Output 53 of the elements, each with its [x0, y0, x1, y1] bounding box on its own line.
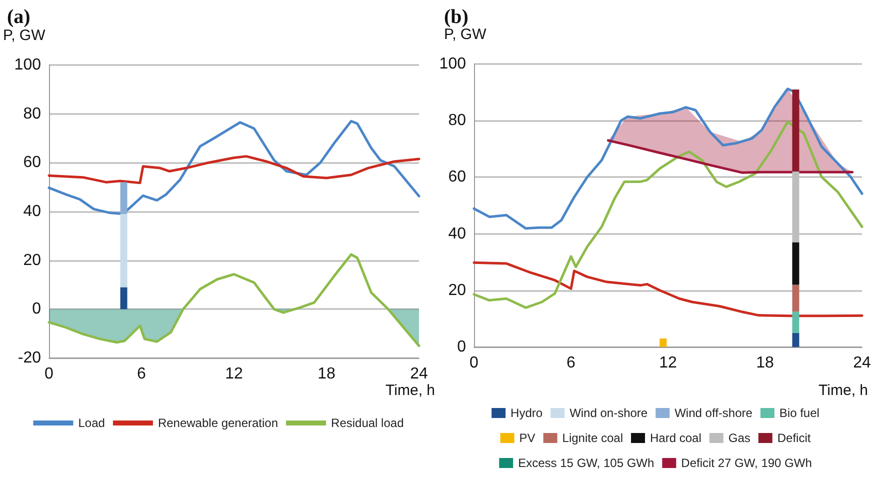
- y-tick-label: 60: [23, 154, 42, 172]
- legend-label: Hydro: [510, 406, 543, 420]
- chart-title: (b): [444, 6, 468, 28]
- legend-label: Renewable generation: [158, 416, 278, 430]
- x-tick-label: 12: [225, 366, 243, 382]
- line-series: [472, 88, 864, 230]
- line-series: [48, 253, 420, 348]
- x-tick-label: 6: [566, 354, 576, 372]
- x-tick-label: 18: [318, 366, 336, 382]
- line-series: [48, 120, 420, 216]
- x-tick-label: 24: [410, 366, 428, 382]
- bar: [120, 182, 128, 214]
- bar: [120, 214, 128, 288]
- x-tick-label: 12: [659, 354, 677, 372]
- y-tick-label: 20: [448, 282, 466, 299]
- legend-label: Excess 15 GW, 105 GWh: [518, 456, 654, 470]
- legend-label: Hard coal: [650, 431, 702, 445]
- chart-title: (a): [7, 6, 30, 28]
- line-series: [472, 120, 864, 309]
- y-tick-label: 40: [23, 203, 42, 220]
- legend-label: PV: [519, 431, 536, 445]
- legend-label: Lignite coal: [562, 431, 624, 445]
- bar: [120, 287, 128, 310]
- x-tick-label: 0: [44, 366, 54, 382]
- x-tick-label: 18: [756, 354, 774, 372]
- y-tick-label: 80: [23, 105, 42, 122]
- legend-label: Deficit 27 GW, 190 GWh: [681, 456, 812, 470]
- legend-label: Residual load: [331, 416, 404, 430]
- line-series: [606, 139, 854, 174]
- x-axis-title: Time, h: [818, 382, 868, 399]
- legend-label: Bio fuel: [779, 406, 820, 420]
- y-tick-label: 40: [448, 225, 466, 242]
- y-tick-label: -20: [18, 350, 42, 366]
- y-axis-title: P, GW: [444, 26, 488, 43]
- x-tick-label: 24: [853, 354, 871, 372]
- y-tick-label: 0: [32, 300, 42, 318]
- x-tick-label: 6: [137, 366, 146, 382]
- y-tick-label: 60: [448, 168, 466, 186]
- y-tick-label: 80: [448, 112, 466, 130]
- legend-label: Wind off-shore: [674, 406, 753, 420]
- y-tick-label: 100: [14, 56, 42, 74]
- y-tick-label: 0: [457, 338, 466, 356]
- y-tick-label: 20: [23, 252, 42, 269]
- x-axis-title: Time, h: [386, 382, 435, 399]
- line-series: [48, 155, 420, 184]
- y-tick-label: 100: [439, 56, 466, 72]
- legend-label: Deficit: [777, 431, 812, 445]
- x-tick-label: 0: [470, 354, 479, 372]
- line-series: [472, 261, 864, 318]
- y-axis-title: P, GW: [3, 27, 46, 44]
- legend-label: Wind on-shore: [570, 406, 648, 420]
- legend-label: Load: [78, 416, 105, 430]
- legend-label: Gas: [728, 431, 750, 445]
